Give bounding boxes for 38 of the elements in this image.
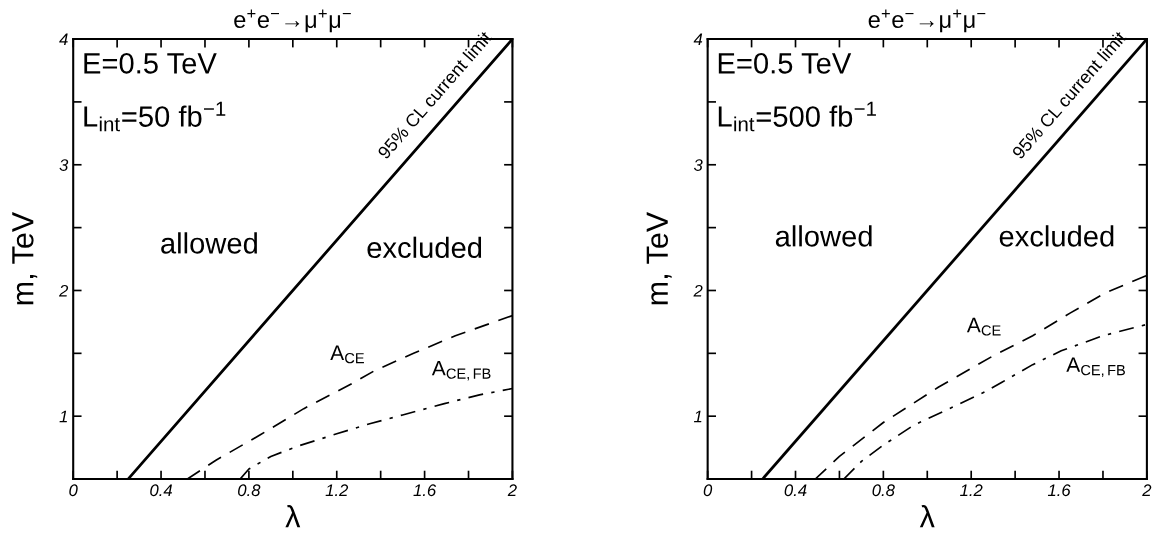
y-tick-label: 3 [693, 159, 703, 171]
annotation: A$_{CE}$ [966, 317, 1001, 336]
y-tick-label: 2 [58, 284, 69, 297]
y-tick-label: 4 [59, 33, 68, 46]
y-tick-label: 4 [693, 33, 703, 46]
annotation: E=0.5 TeV [718, 53, 852, 74]
annotation: A$_{CE}$ [330, 345, 364, 364]
y-axis-title: m, TeV [646, 211, 672, 305]
annotation: L$_{int}$=500 fb$^{−1}$ [718, 101, 876, 132]
x-tick-label: 0.4 [150, 484, 173, 497]
x-axis-title: λ [919, 505, 935, 528]
annotation: A$_{CE,FB}$ [431, 361, 491, 381]
annotation: allowed [775, 225, 872, 247]
y-tick-label: 1 [59, 410, 67, 423]
y-tick-label: 3 [59, 159, 69, 171]
y-tick-label: 2 [693, 284, 703, 297]
x-tick-label: 2 [507, 484, 517, 496]
chart-title: e$^{+}$e$^{−}$→μ$^{+}$μ$^{−}$ [868, 9, 986, 33]
x-tick-label: 1.2 [960, 484, 983, 496]
x-tick-label: 0.8 [238, 484, 261, 497]
x-tick-label: 2 [1142, 484, 1152, 496]
annotation: L$_{int}$=50 fb$^{−1}$ [84, 101, 226, 132]
chart-title: e$^{+}$e$^{−}$→μ$^{+}$μ$^{−}$ [234, 9, 351, 33]
x-tick-label: 0.4 [784, 484, 807, 497]
x-tick-label: 1.2 [325, 484, 349, 496]
x-tick-label: 0.8 [872, 484, 895, 497]
annotation: excluded [367, 236, 482, 259]
x-tick-label: 0 [69, 484, 78, 497]
x-tick-label: 1.6 [413, 484, 437, 497]
annotation: allowed [161, 232, 257, 254]
annotation: A$_{CE,FB}$ [1066, 357, 1125, 377]
x-tick-label: 1.6 [1047, 484, 1071, 497]
annotation: excluded [999, 225, 1114, 247]
x-axis-title: λ [285, 505, 301, 528]
y-tick-label: 1 [693, 410, 702, 423]
annotation: E=0.5 TeV [84, 53, 217, 74]
y-axis-title: m, TeV [12, 211, 38, 305]
x-tick-label: 0 [703, 484, 713, 497]
